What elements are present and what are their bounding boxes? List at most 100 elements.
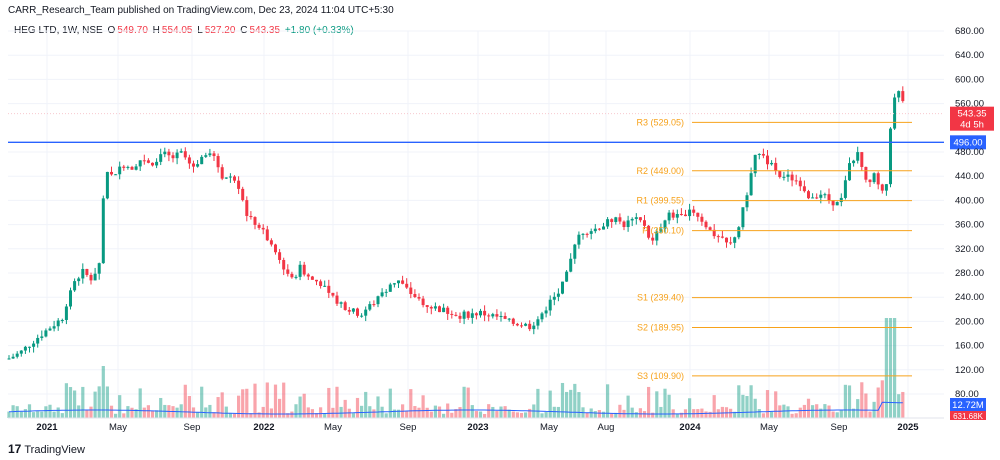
volume-bar <box>786 406 790 418</box>
pivot-label-r3: R3 (529.05) <box>636 117 684 127</box>
volume-bar <box>15 406 19 418</box>
candle-body <box>48 328 52 331</box>
candle-body <box>667 212 671 221</box>
candle-body <box>228 176 232 178</box>
volume-bar <box>425 407 429 418</box>
candle-body <box>85 268 89 275</box>
candle-body <box>520 325 523 327</box>
candle-body <box>23 346 27 351</box>
candle-body <box>737 227 741 238</box>
y-tick-label: 360.00 <box>955 220 984 231</box>
candle-body <box>823 194 827 196</box>
candle-body <box>130 166 134 170</box>
volume-bar <box>470 405 474 418</box>
volume-bar <box>458 407 462 418</box>
volume-bars <box>7 318 905 418</box>
candle-body <box>376 296 380 305</box>
volume-bar <box>577 392 581 418</box>
volume-bar <box>73 390 77 418</box>
volume-bar <box>868 411 872 418</box>
volume-badge-value: 631.68K <box>953 412 983 421</box>
pivot-label-s2: S2 (189.95) <box>637 322 684 332</box>
candle-body <box>880 184 884 191</box>
volume-bar <box>745 396 749 418</box>
price-badge-value: 543.35 <box>957 109 986 120</box>
y-tick-label: 200.00 <box>955 316 984 327</box>
candle-body <box>474 313 478 316</box>
candle-body <box>561 281 564 294</box>
candle-body <box>220 167 224 179</box>
volume-bar <box>97 386 101 418</box>
x-tick-label: 2022 <box>253 422 274 433</box>
volume-bar <box>585 412 589 418</box>
candle-body <box>807 191 810 199</box>
volume-bar <box>478 411 483 418</box>
candle-body <box>241 188 245 201</box>
volume-bar <box>241 389 245 418</box>
candle-body <box>630 218 634 221</box>
y-tick-label: 120.00 <box>955 365 984 376</box>
y-tick-label: 480.00 <box>955 147 984 158</box>
candle-body <box>81 268 85 279</box>
candle-body <box>298 264 302 277</box>
volume-bar <box>741 394 745 418</box>
volume-bar <box>897 394 901 418</box>
candle-body <box>155 161 159 166</box>
volume-bar <box>802 404 806 418</box>
candle-body <box>73 281 77 291</box>
volume-bar <box>708 411 712 418</box>
volume-bar <box>860 382 864 418</box>
candle-body <box>413 294 417 298</box>
candle-body <box>749 173 753 196</box>
candle-body <box>614 217 618 222</box>
candle-body <box>876 173 880 185</box>
x-tick-label: May <box>540 422 558 433</box>
tradingview-brand[interactable]: 17 TradingView <box>8 442 85 456</box>
volume-bar <box>130 407 134 418</box>
volume-bar <box>81 386 85 418</box>
pivot-label-p: P (350.10) <box>642 226 684 236</box>
candle-body <box>852 160 856 164</box>
candle-body <box>19 350 23 354</box>
volume-bar <box>827 405 831 418</box>
y-tick-label: 280.00 <box>955 268 984 279</box>
candle-body <box>151 162 154 166</box>
volume-bar <box>659 406 663 418</box>
volume-bar <box>876 387 880 418</box>
candle-body <box>167 151 171 156</box>
volume-bar <box>884 318 888 418</box>
volume-bar <box>175 407 179 418</box>
volume-bar <box>327 387 331 418</box>
volume-bar <box>839 410 843 418</box>
volume-bar <box>19 411 23 418</box>
volume-bar <box>544 412 548 418</box>
candle-body <box>655 231 659 241</box>
level-badge-value: 496.00 <box>953 137 982 148</box>
volume-bar <box>187 396 191 418</box>
candle-body <box>208 153 212 156</box>
candle-body <box>204 155 208 157</box>
candle-body <box>839 197 843 203</box>
volume-bar <box>290 411 294 418</box>
y-tick-label: 440.00 <box>955 171 984 182</box>
candle-body <box>536 319 540 326</box>
candle-body <box>798 180 802 187</box>
volume-bar <box>60 413 64 418</box>
candle-body <box>183 151 187 158</box>
volume-ma-badge <box>950 398 986 411</box>
volume-bar <box>122 413 126 418</box>
candle-body <box>118 166 122 175</box>
volume-bar <box>44 406 48 418</box>
candle-body <box>69 290 72 307</box>
candle-body <box>315 279 318 282</box>
volume-bar <box>306 407 310 418</box>
candle-body <box>11 356 15 359</box>
candle-body <box>766 155 769 165</box>
candle-body <box>794 180 798 182</box>
volume-bar <box>667 394 671 418</box>
volume-bar <box>220 392 224 418</box>
candle-body <box>663 220 667 229</box>
candle-body <box>692 209 696 213</box>
volume-bar <box>7 411 11 418</box>
